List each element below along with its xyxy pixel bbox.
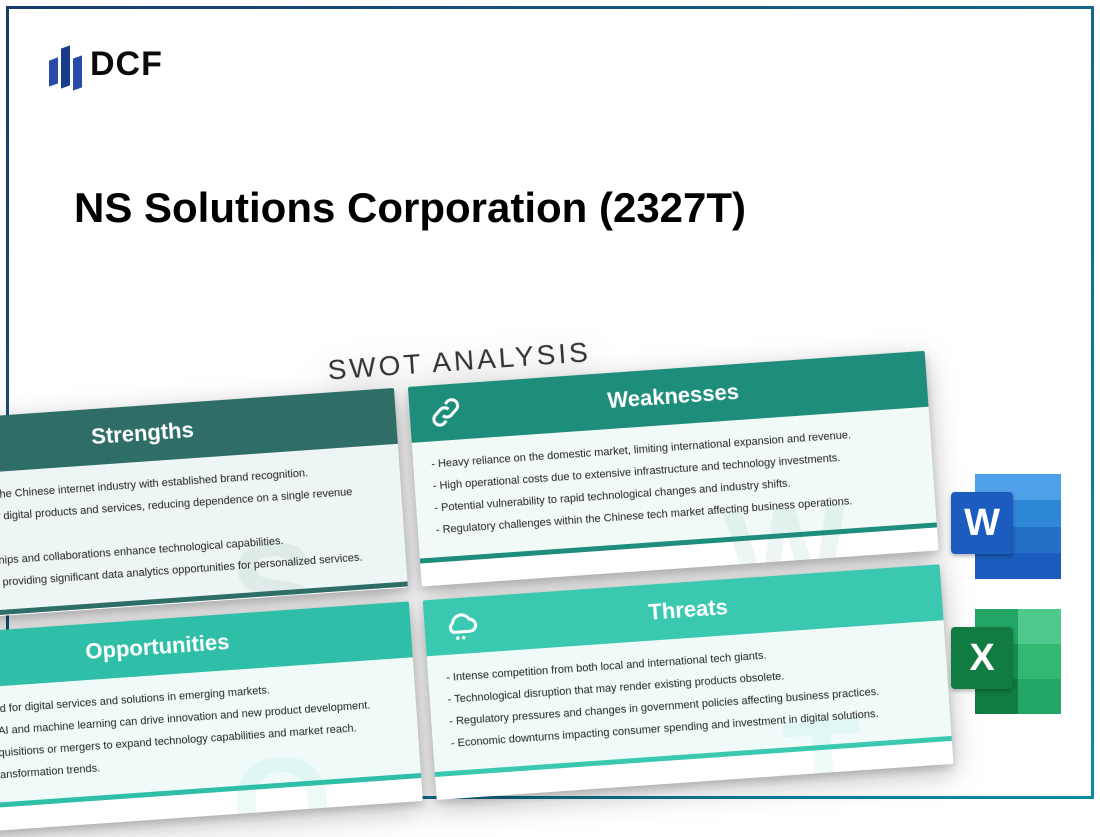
brand-logo: DCF	[49, 39, 163, 89]
word-file-icon: W	[951, 474, 1061, 579]
page-frame: DCF NS Solutions Corporation (2327T) SWO…	[6, 6, 1094, 799]
swot-strengths-card: Strengths S Strong foothold in the Chine…	[0, 388, 408, 624]
page-title: NS Solutions Corporation (2327T)	[74, 184, 746, 232]
swot-opportunities-card: Opportunities O Growing demand for digit…	[0, 601, 423, 837]
cloud-icon	[441, 607, 479, 645]
swot-threats-card: Threats T Intense competition from both …	[423, 564, 954, 800]
threats-list: Intense competition from both local and …	[445, 633, 932, 754]
excel-letter: X	[951, 627, 1013, 689]
swot-diagram: SWOT ANALYSIS Strengths S Strong foothol…	[0, 313, 953, 837]
brand-name: DCF	[90, 45, 163, 84]
weaknesses-list: Heavy reliance on the domestic market, l…	[431, 420, 918, 541]
logo-bars-icon	[49, 39, 82, 89]
opportunities-list: Growing demand for digital services and …	[0, 671, 402, 792]
swot-weaknesses-card: Weaknesses W Heavy reliance on the domes…	[408, 351, 939, 587]
word-letter: W	[951, 492, 1013, 554]
link-icon	[427, 393, 465, 431]
file-type-icons: W X	[951, 474, 1061, 714]
strengths-list: Strong foothold in the Chinese internet …	[0, 457, 388, 600]
excel-file-icon: X	[951, 609, 1061, 714]
